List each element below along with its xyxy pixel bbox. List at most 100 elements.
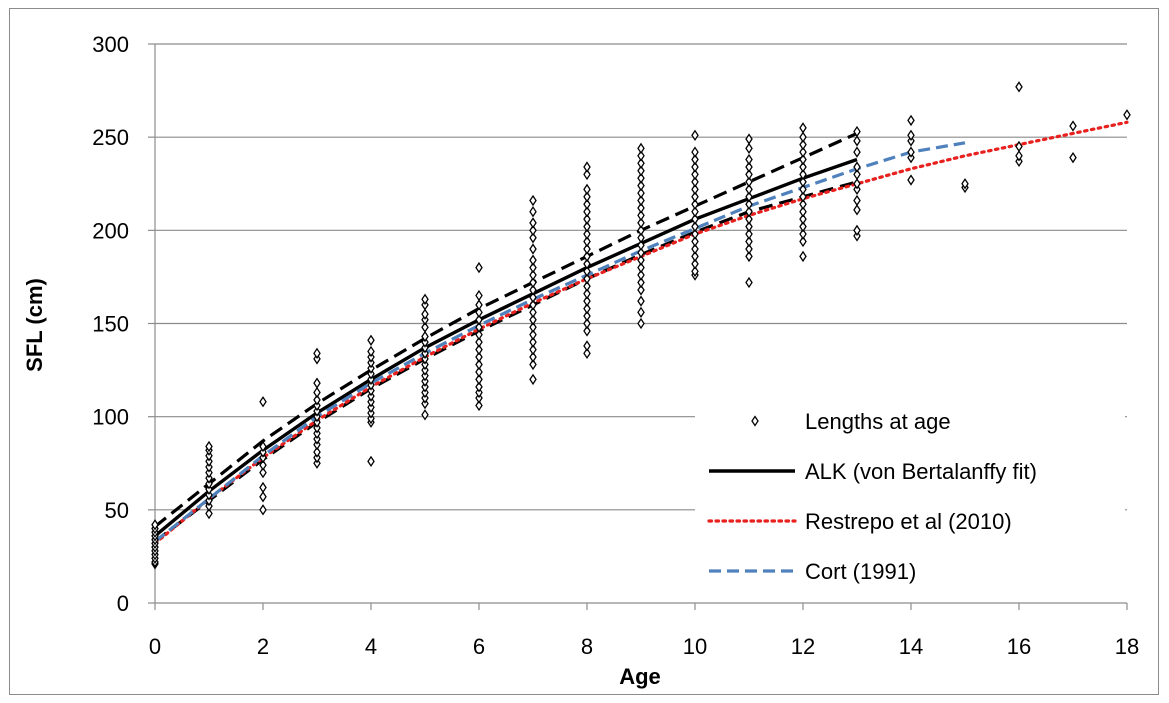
data-point [421,293,429,305]
data-point [583,168,591,181]
data-point [637,172,645,184]
x-tick-label: 8 [581,634,593,659]
y-axis-title: SFL (cm) [22,278,47,372]
data-point [313,377,321,389]
data-point [583,340,591,352]
data-point [637,306,645,318]
data-point [853,146,861,158]
data-point [907,114,915,127]
data-point [529,254,537,266]
data-point [583,347,591,359]
legend-label-restrepo-et-al-2010: Restrepo et al (2010) [805,509,1012,534]
data-point [529,217,537,229]
y-tick-label: 250 [92,125,129,150]
data-point [259,504,267,516]
data-point [637,224,645,237]
x-tick-label: 16 [1007,634,1031,659]
data-point [475,381,483,393]
data-point [853,194,861,207]
data-point [1123,109,1131,121]
data-point [637,276,645,289]
data-point [799,191,807,203]
data-point [853,224,861,237]
data-point [583,250,591,263]
data-point [637,284,645,296]
data-point [799,250,807,263]
legend-label-lengths-at-age: Lengths at age [805,409,951,434]
legend-label-alk-von-bertalanffy-fit: ALK (von Bertalanffy fit) [805,459,1037,484]
data-point [691,183,699,196]
data-point [1015,140,1023,153]
data-point [799,235,807,248]
data-point [799,138,807,151]
data-point [313,394,321,406]
data-point [745,183,753,196]
data-point [583,198,591,210]
data-point [529,269,537,281]
data-point [691,258,699,270]
data-point [637,150,645,162]
data-point [583,325,591,337]
data-point [637,254,645,266]
data-point [583,273,591,285]
legend-label-cort-1991: Cort (1991) [805,559,916,584]
data-point [475,329,483,341]
x-tick-label: 10 [683,634,707,659]
x-tick-label: 0 [149,634,161,659]
data-point [907,129,915,141]
y-tick-label: 0 [117,591,129,616]
data-point [637,295,645,307]
data-point [799,213,807,225]
data-point [529,284,537,296]
data-point [151,519,159,531]
data-point [259,466,267,479]
data-point [853,161,861,173]
data-point [583,280,591,292]
data-point [637,165,645,177]
data-point [583,213,591,225]
data-point [745,220,753,233]
data-point [799,146,807,158]
data-point [583,310,591,322]
data-point [853,168,861,181]
data-point [259,396,267,408]
data-point [691,228,699,240]
data-point [799,228,807,240]
data-point [1069,151,1077,164]
data-point [745,133,753,145]
data-point [529,276,537,289]
data-point [691,198,699,210]
data-point [637,317,645,330]
data-point [367,334,375,346]
y-tick-label: 200 [92,218,129,243]
data-point [529,299,537,311]
data-point [799,153,807,166]
data-point [583,258,591,270]
data-point [475,261,483,274]
data-point [583,228,591,240]
data-point [259,440,267,453]
data-point [853,125,861,138]
series-line-cort-1991 [154,141,966,543]
data-point [421,330,429,343]
y-tick-label: 100 [92,405,129,430]
series-points [151,81,1131,570]
data-point [691,161,699,173]
data-point [475,336,483,348]
data-point [583,302,591,315]
data-point [529,343,537,356]
data-point [529,291,537,304]
data-point [313,386,321,399]
data-point [475,321,483,333]
data-point [691,191,699,203]
data-point [529,232,537,244]
data-point [475,314,483,326]
data-point [583,191,591,203]
x-tick-label: 12 [791,634,815,659]
data-point [907,174,915,186]
data-point [799,122,807,134]
data-point [475,358,483,371]
data-point [529,329,537,341]
data-point [799,183,807,196]
